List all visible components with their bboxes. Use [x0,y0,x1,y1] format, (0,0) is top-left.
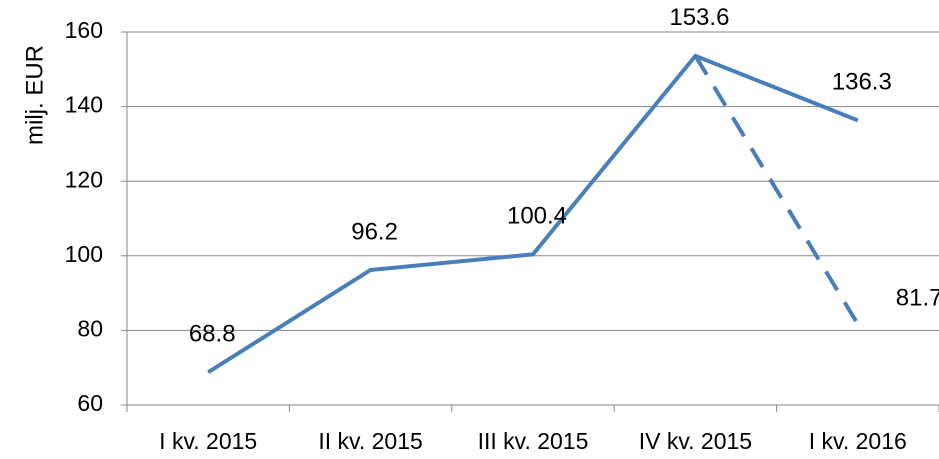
series-line [693,54,860,326]
y-tick-label: 60 [77,390,103,416]
data-label: 153.6 [669,4,729,31]
y-tick-label: 160 [65,17,103,43]
y-tick-label: 100 [65,241,103,267]
data-label: 136.3 [832,69,892,96]
data-label: 96.2 [351,218,398,245]
x-tick-label: I kv. 2015 [159,428,257,454]
x-tick-label: IV kv. 2015 [639,428,752,454]
series-line [207,53,859,374]
x-tick-label: III kv. 2015 [478,428,589,454]
y-axis-label: milj. EUR [21,45,48,145]
data-label: 81.7 [896,284,939,311]
data-label: 68.8 [189,321,236,348]
data-label: 100.4 [507,203,567,230]
y-tick-label: 120 [65,166,103,192]
x-tick-label: I kv. 2016 [809,428,907,454]
x-tick-label: II kv. 2015 [318,428,422,454]
y-tick-label: 140 [65,92,103,118]
y-tick-label: 80 [77,315,103,341]
